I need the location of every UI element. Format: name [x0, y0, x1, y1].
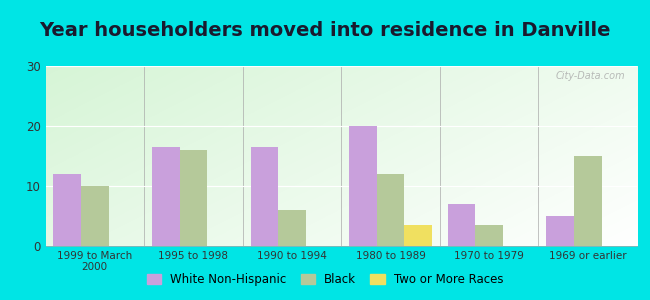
- Text: Year householders moved into residence in Danville: Year householders moved into residence i…: [39, 21, 611, 40]
- Bar: [404, 225, 432, 246]
- Bar: [179, 150, 207, 246]
- Bar: [53, 174, 81, 246]
- Bar: [81, 186, 109, 246]
- Bar: [546, 216, 574, 246]
- Bar: [250, 147, 278, 246]
- Bar: [475, 225, 503, 246]
- Legend: White Non-Hispanic, Black, Two or More Races: White Non-Hispanic, Black, Two or More R…: [142, 269, 508, 291]
- Bar: [448, 204, 475, 246]
- Bar: [574, 156, 601, 246]
- Bar: [377, 174, 404, 246]
- Text: City-Data.com: City-Data.com: [556, 71, 625, 81]
- Bar: [349, 126, 377, 246]
- Bar: [152, 147, 179, 246]
- Bar: [278, 210, 306, 246]
